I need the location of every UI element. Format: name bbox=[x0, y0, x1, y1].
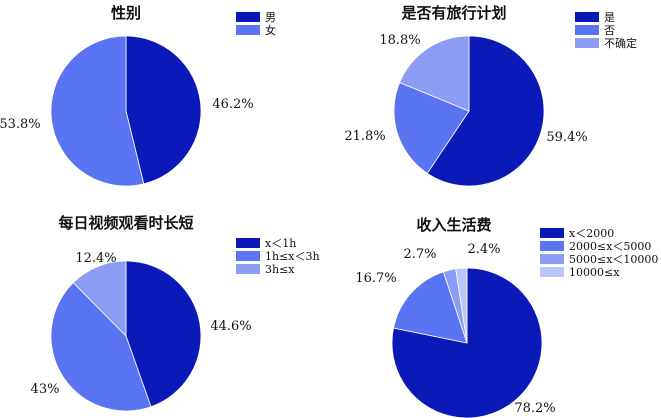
pie-slice bbox=[125, 260, 202, 408]
pie-slice bbox=[50, 282, 152, 412]
legend-swatch bbox=[236, 12, 260, 22]
slice-label: 78.2% bbox=[514, 401, 555, 416]
pie-slice bbox=[72, 260, 127, 337]
slice-label: 59.4% bbox=[546, 130, 587, 145]
slice-label: 21.8% bbox=[344, 129, 385, 144]
legend-swatch bbox=[540, 267, 564, 277]
slice-label: 2.4% bbox=[467, 242, 500, 257]
legend-swatch bbox=[236, 264, 260, 274]
pie-slice bbox=[393, 81, 470, 174]
legend-swatch bbox=[540, 254, 564, 264]
legend-swatch bbox=[236, 25, 260, 35]
legend-entry: x＜1h bbox=[265, 237, 296, 250]
pie-chart-3: 收入生活费 78.2% 16.7% 2.7% 2.4% x＜20002000≤x＜5000… bbox=[355, 216, 658, 418]
slice-label: 18.8% bbox=[379, 33, 420, 48]
pie-slice bbox=[455, 267, 468, 344]
legend-swatch bbox=[575, 12, 599, 22]
pie-slice bbox=[399, 35, 470, 112]
legend-entry: 女 bbox=[265, 23, 276, 37]
slice-label: 44.6% bbox=[210, 319, 251, 334]
legend-entry: 5000≤x＜10000 bbox=[569, 253, 658, 266]
legend-entry: 是 bbox=[604, 11, 615, 24]
legend-swatch bbox=[236, 238, 260, 248]
slice-label: 53.8% bbox=[0, 117, 41, 132]
legend-entry: 10000≤x bbox=[569, 266, 620, 279]
slice-label: 12.4% bbox=[75, 251, 116, 266]
legend-swatch bbox=[575, 38, 599, 48]
legend-entry: x＜2000 bbox=[569, 227, 614, 240]
pie-slice bbox=[125, 35, 202, 185]
legend-entry: 男 bbox=[265, 11, 276, 24]
pie-slice bbox=[50, 35, 145, 187]
slice-label: 46.2% bbox=[212, 97, 253, 112]
pie-slice bbox=[426, 35, 545, 187]
pie-chart-0: 性别 46.2% 53.8% 男女 bbox=[0, 4, 276, 187]
slice-label: 43% bbox=[31, 382, 60, 397]
chart-title: 是否有旅行计划 bbox=[400, 4, 506, 22]
chart-title: 收入生活费 bbox=[416, 216, 491, 234]
slice-label: 2.7% bbox=[403, 247, 436, 262]
chart-title: 每日视频观看时长短 bbox=[58, 214, 193, 232]
legend-swatch bbox=[540, 241, 564, 251]
legend-entry: 否 bbox=[604, 24, 615, 37]
pie-slice bbox=[391, 267, 543, 418]
legend-swatch bbox=[575, 25, 599, 35]
legend-swatch bbox=[540, 228, 564, 238]
legend: 男女 bbox=[236, 11, 276, 37]
slice-label: 16.7% bbox=[355, 271, 396, 286]
legend-entry: 不确定 bbox=[604, 36, 637, 50]
pie-slice bbox=[393, 271, 468, 344]
legend-swatch bbox=[236, 251, 260, 261]
chart-title: 性别 bbox=[111, 4, 141, 22]
legend-entry: 1h≤x＜3h bbox=[265, 250, 320, 263]
legend-entry: 3h≤x bbox=[265, 263, 295, 276]
legend-entry: 2000≤x＜5000 bbox=[569, 240, 651, 253]
